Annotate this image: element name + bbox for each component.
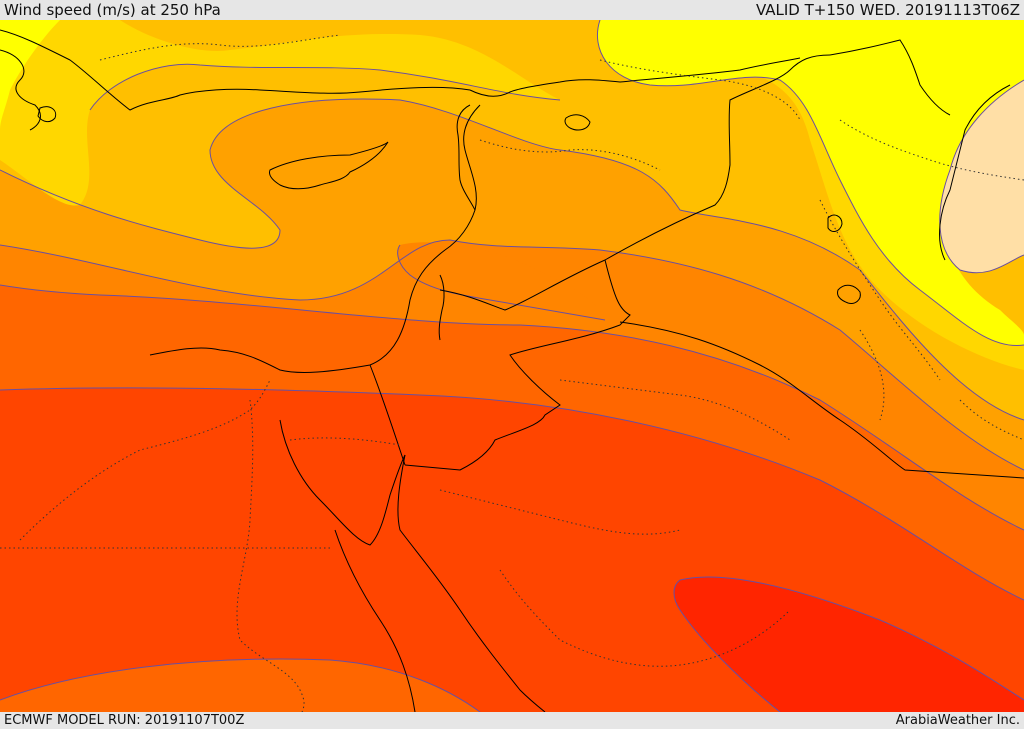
dotted-boundary (99, 34, 341, 61)
map-header: Wind speed (m/s) at 250 hPa VALID T+150 … (0, 0, 1024, 20)
dotted-boundary (559, 379, 791, 441)
contour-line (0, 387, 1024, 601)
contour-line (0, 658, 481, 712)
caspian-island (827, 214, 843, 232)
turkey-coast (0, 29, 471, 111)
band-amber (0, 20, 1024, 420)
dotted-boundary (439, 489, 681, 535)
sinai-coast (279, 419, 406, 546)
contour-line (0, 239, 1024, 471)
border (619, 321, 1024, 479)
contour-line (673, 579, 781, 712)
country-borders (369, 39, 1024, 479)
map-title: Wind speed (m/s) at 250 hPa (4, 1, 221, 19)
border (369, 364, 406, 466)
contour-line (939, 79, 1024, 274)
red-sea-west-coast (334, 529, 416, 712)
caspian-coast (939, 84, 1011, 261)
levant-coast (149, 104, 481, 373)
isotach-contours (0, 20, 1024, 712)
lake-island (564, 114, 591, 131)
model-run: ECMWF MODEL RUN: 20191107T00Z (4, 713, 245, 728)
border (829, 39, 951, 116)
border (438, 274, 445, 341)
dotted-boundary (236, 399, 305, 712)
border (439, 54, 831, 311)
band-yellow (0, 20, 1024, 346)
contour-line (89, 63, 561, 111)
dotted-boundary (819, 199, 941, 381)
dotted-boundary (859, 329, 885, 421)
dotted-boundary (479, 139, 661, 171)
band-red-orange-south (0, 659, 480, 712)
contour-line (679, 576, 1024, 701)
wind-speed-map (0, 20, 1024, 712)
border (469, 57, 801, 97)
border (456, 104, 476, 211)
contour-line (0, 98, 1024, 421)
dotted-boundary (599, 59, 801, 121)
cyprus-coast (269, 141, 389, 190)
red-sea-east-coast (397, 454, 546, 712)
border (404, 259, 631, 471)
band-peach (939, 80, 1024, 273)
internal-boundaries (0, 34, 1024, 712)
provider-credit: ArabiaWeather Inc. (895, 713, 1020, 728)
aegean-coast (0, 49, 41, 131)
dotted-boundary (959, 399, 1024, 441)
coastlines (0, 29, 1011, 712)
aegean-island (37, 106, 57, 123)
valid-time: VALID T+150 WED. 20191113T06Z (755, 1, 1020, 19)
map-footer: ECMWF MODEL RUN: 20191107T00Z ArabiaWeat… (0, 712, 1024, 729)
band-red (674, 576, 1024, 712)
dotted-boundary (499, 569, 791, 667)
contour-line (0, 284, 1024, 531)
dotted-boundary (289, 437, 401, 446)
band-dark-orange-levant (397, 242, 605, 320)
contour-line (596, 20, 1024, 347)
caspian-island (837, 284, 861, 304)
